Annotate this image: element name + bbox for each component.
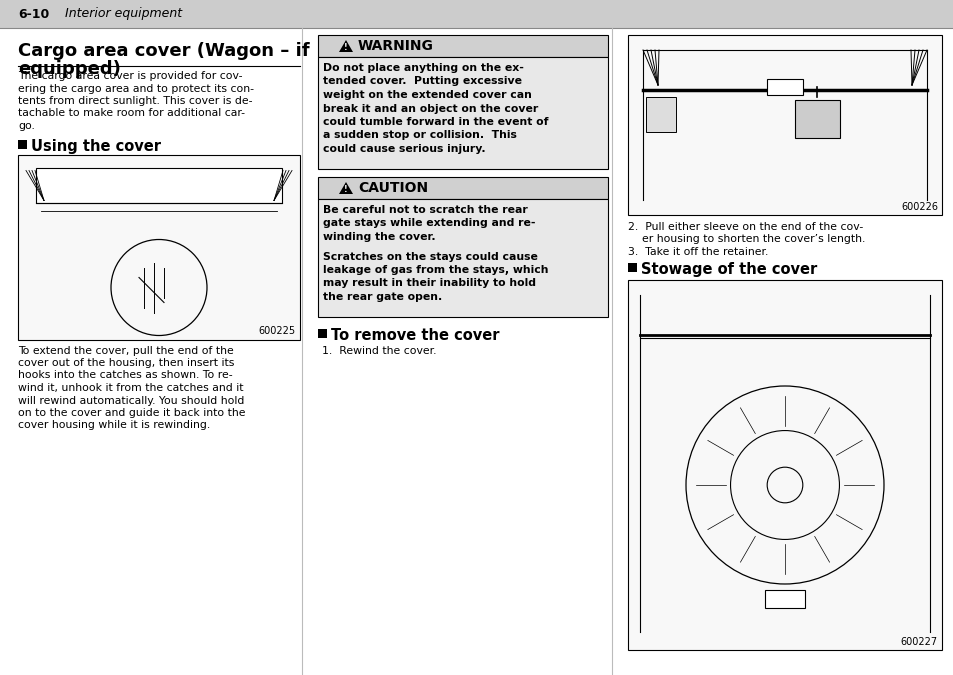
FancyBboxPatch shape	[627, 35, 941, 215]
FancyBboxPatch shape	[317, 57, 607, 169]
FancyBboxPatch shape	[18, 155, 299, 340]
Text: Scratches on the stays could cause: Scratches on the stays could cause	[323, 252, 537, 261]
Text: Do not place anything on the ex-: Do not place anything on the ex-	[323, 63, 523, 73]
FancyBboxPatch shape	[645, 97, 676, 132]
Text: gate stays while extending and re-: gate stays while extending and re-	[323, 219, 535, 229]
FancyBboxPatch shape	[36, 167, 282, 202]
Text: cover out of the housing, then insert its: cover out of the housing, then insert it…	[18, 358, 234, 368]
Text: a sudden stop or collision.  This: a sudden stop or collision. This	[323, 130, 517, 140]
Text: 3.  Take it off the retainer.: 3. Take it off the retainer.	[627, 247, 767, 257]
FancyBboxPatch shape	[18, 140, 27, 148]
FancyBboxPatch shape	[317, 199, 607, 317]
FancyBboxPatch shape	[766, 79, 802, 95]
Text: will rewind automatically. You should hold: will rewind automatically. You should ho…	[18, 396, 244, 406]
Text: Cargo area cover (Wagon – if: Cargo area cover (Wagon – if	[18, 42, 310, 60]
Text: Be careful not to scratch the rear: Be careful not to scratch the rear	[323, 205, 527, 215]
Polygon shape	[338, 40, 353, 52]
FancyBboxPatch shape	[317, 177, 607, 199]
Text: break it and an object on the cover: break it and an object on the cover	[323, 103, 537, 113]
FancyBboxPatch shape	[627, 263, 637, 272]
FancyBboxPatch shape	[794, 100, 840, 138]
Text: The cargo area cover is provided for cov-: The cargo area cover is provided for cov…	[18, 71, 242, 81]
Text: on to the cover and guide it back into the: on to the cover and guide it back into t…	[18, 408, 245, 418]
Text: 600226: 600226	[900, 202, 937, 212]
Polygon shape	[338, 182, 353, 194]
Text: 6-10: 6-10	[18, 7, 50, 20]
Text: 2.  Pull either sleeve on the end of the cov-: 2. Pull either sleeve on the end of the …	[627, 222, 862, 232]
FancyBboxPatch shape	[627, 280, 941, 650]
Text: To remove the cover: To remove the cover	[331, 328, 499, 343]
Text: ering the cargo area and to protect its con-: ering the cargo area and to protect its …	[18, 84, 253, 94]
Text: tended cover.  Putting excessive: tended cover. Putting excessive	[323, 76, 521, 86]
Text: may result in their inability to hold: may result in their inability to hold	[323, 279, 536, 288]
Text: equipped): equipped)	[18, 60, 121, 78]
Text: tents from direct sunlight. This cover is de-: tents from direct sunlight. This cover i…	[18, 96, 253, 106]
Text: the rear gate open.: the rear gate open.	[323, 292, 442, 302]
Text: winding the cover.: winding the cover.	[323, 232, 436, 242]
Text: wind it, unhook it from the catches and it: wind it, unhook it from the catches and …	[18, 383, 243, 393]
Text: hooks into the catches as shown. To re-: hooks into the catches as shown. To re-	[18, 371, 233, 381]
Text: Interior equipment: Interior equipment	[65, 7, 182, 20]
Text: 1.  Rewind the cover.: 1. Rewind the cover.	[322, 346, 436, 356]
Text: !: !	[344, 43, 348, 51]
Text: 600227: 600227	[900, 637, 937, 647]
Text: !: !	[344, 184, 348, 194]
FancyBboxPatch shape	[0, 0, 953, 28]
Text: er housing to shorten the cover’s length.: er housing to shorten the cover’s length…	[627, 234, 864, 244]
Text: cover housing while it is rewinding.: cover housing while it is rewinding.	[18, 421, 210, 431]
Text: tachable to make room for additional car-: tachable to make room for additional car…	[18, 109, 245, 119]
Text: go.: go.	[18, 121, 35, 131]
Text: Using the cover: Using the cover	[30, 138, 161, 153]
Text: weight on the extended cover can: weight on the extended cover can	[323, 90, 532, 100]
Text: could tumble forward in the event of: could tumble forward in the event of	[323, 117, 548, 127]
FancyBboxPatch shape	[764, 590, 804, 608]
Text: WARNING: WARNING	[357, 39, 434, 53]
Text: To extend the cover, pull the end of the: To extend the cover, pull the end of the	[18, 346, 233, 356]
Text: Stowage of the cover: Stowage of the cover	[640, 262, 817, 277]
Text: could cause serious injury.: could cause serious injury.	[323, 144, 485, 154]
Text: CAUTION: CAUTION	[357, 181, 428, 195]
Text: 600225: 600225	[258, 327, 295, 337]
Text: leakage of gas from the stays, which: leakage of gas from the stays, which	[323, 265, 548, 275]
FancyBboxPatch shape	[317, 35, 607, 57]
FancyBboxPatch shape	[317, 329, 327, 338]
